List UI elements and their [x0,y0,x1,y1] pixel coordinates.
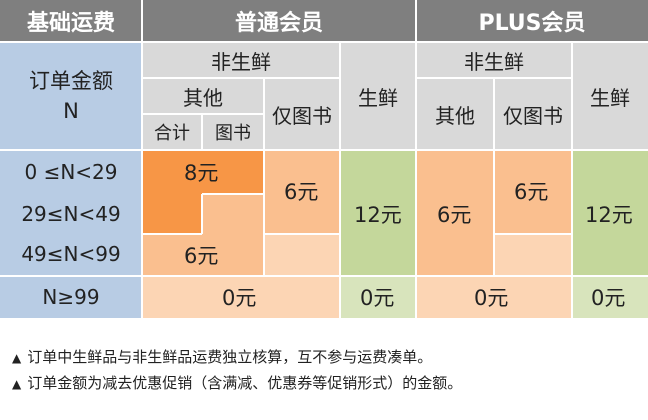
plus-fresh-header: 生鲜 [572,42,648,150]
plus-non-fresh-header: 非生鲜 [416,42,572,78]
normal-fresh-lt99-cell [340,150,416,276]
plus-other-lt99-cell [416,150,494,276]
normal-fresh-ge99-cell [340,276,416,318]
triangle-marker-icon: ▲ [12,351,22,365]
header-base-fee: 基础运费 [0,0,142,42]
normal-other-ge99-cell [142,276,340,318]
plus-books-only-lt49-cell [494,150,572,234]
range-column [0,150,142,318]
plus-other-lt99-value: 6元 [437,203,472,227]
order-amount-header: 订单金额 N [0,42,142,150]
order-amount-label: 订单金额 [29,68,113,93]
plus-fresh-ge99-cell [572,276,648,318]
footnote-2-text: 订单金额为减去优惠促销（含满减、优惠券等促销形式）的金额。 [27,374,463,392]
header-plus-member: PLUS会员 [416,0,648,42]
normal-other-total-lt29-bottom [142,194,202,234]
plus-fresh-lt99-cell [572,150,648,276]
range-row-3: 49≤N<99 [21,242,121,266]
grid-lines [0,194,203,277]
range-row-4: N≥99 [42,285,100,309]
normal-fresh-ge99-value: 0元 [360,286,395,310]
footnote-2: ▲ 订单金额为减去优惠促销（含满减、优惠券等促销形式）的金额。 [12,372,462,393]
normal-other-29-99-value: 6元 [184,244,219,268]
triangle-marker-icon: ▲ [12,377,22,391]
normal-books-only-lt49-value: 6元 [284,180,319,204]
normal-other-ge99-value: 0元 [222,286,257,310]
normal-fresh-header: 生鲜 [340,42,416,150]
normal-other-header: 其他 [142,78,264,114]
normal-books-only-header: 仅图书 [264,78,340,150]
plus-books-only-ge49-cell [494,234,572,276]
normal-other-total-lt29-top [142,150,264,194]
plus-other-ge99-cell [416,276,572,318]
plus-other-ge99-value: 0元 [474,286,509,310]
range-row-2: 29≤N<49 [21,202,121,226]
normal-books-header: 图书 [202,114,264,150]
normal-non-fresh-header: 非生鲜 [142,42,340,78]
plus-books-only-lt49-value: 6元 [514,180,549,204]
plus-fresh-ge99-value: 0元 [591,286,626,310]
normal-books-only-lt49-cell [264,150,340,234]
header-normal-member: 普通会员 [142,0,416,42]
normal-fresh-lt99-value: 12元 [354,203,402,227]
plus-other-header: 其他 [416,78,494,150]
normal-other-total-lt29-value: 8元 [184,161,219,185]
normal-total-header: 合计 [142,114,202,150]
range-row-1: 0 ≤N<29 [24,160,118,184]
plus-fresh-lt99-value: 12元 [585,203,633,227]
footnote-1-text: 订单中生鲜品与非生鲜品运费独立核算，互不参与运费凑单。 [27,348,433,366]
footnote-1: ▲ 订单中生鲜品与非生鲜品运费独立核算，互不参与运费凑单。 [12,346,432,367]
normal-books-only-ge49-cell [264,234,340,276]
plus-books-only-header: 仅图书 [494,78,572,150]
order-amount-n: N [63,99,79,123]
